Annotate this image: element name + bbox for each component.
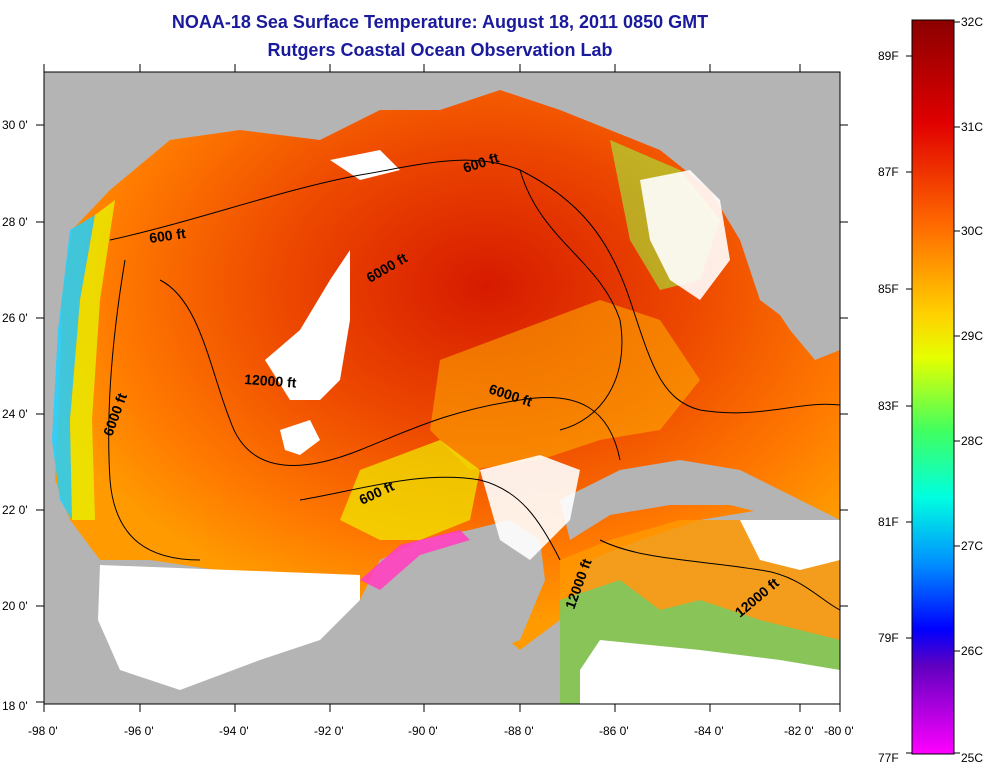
lat-tick-label: 26 0'	[2, 311, 28, 325]
lat-tick-label: 24 0'	[2, 407, 28, 421]
colorbar-f-label: 79F	[878, 631, 899, 645]
lat-tick-label: 22 0'	[2, 503, 28, 517]
cloud-central-west	[265, 250, 350, 400]
eastern-gulf-mixed	[430, 300, 700, 470]
lon-tick-label: -90 0'	[408, 724, 438, 738]
cloud-central-small	[280, 420, 320, 455]
cloud-east	[640, 170, 730, 300]
lon-tick-label: -88 0'	[504, 724, 534, 738]
cloud-yucatan-channel	[480, 455, 580, 560]
lon-tick-label: -94 0'	[219, 724, 249, 738]
colorbar-f-label: 85F	[878, 282, 899, 296]
colorbar-c-label: 25C	[961, 751, 983, 765]
lon-tick-label: -96 0'	[124, 724, 154, 738]
map-frame	[43, 71, 841, 705]
map-title: NOAA-18 Sea Surface Temperature: August …	[171, 12, 709, 32]
cloud-northwest-bay	[330, 150, 400, 180]
contour-label: 12000 ft	[244, 371, 297, 391]
colorbar-f-label: 81F	[878, 515, 899, 529]
yucatan-land	[380, 520, 545, 660]
colorbar-c-label: 26C	[961, 644, 983, 658]
lat-tick-label: 18 0'	[2, 699, 28, 713]
yucatan-upwelling	[360, 530, 470, 590]
colorbar-c-label: 28C	[961, 434, 983, 448]
colorbar-c-label: 31C	[961, 120, 983, 134]
cloud-caribbean	[580, 640, 840, 704]
colorbar-f-label: 89F	[878, 49, 899, 63]
lat-tick-label: 30 0'	[2, 118, 28, 132]
colorbar	[911, 19, 955, 755]
lat-tick-label: 20 0'	[2, 599, 28, 613]
contour-label: 600 ft	[148, 225, 187, 246]
tick-marks	[36, 64, 848, 712]
west-coastal-yellow-band	[70, 200, 115, 520]
lon-tick-label: -82 0'	[784, 724, 814, 738]
west-coastal-cool-band	[52, 215, 95, 520]
map-subtitle: Rutgers Coastal Ocean Observation Lab	[267, 40, 613, 60]
colorbar-f-label: 83F	[878, 399, 899, 413]
colorbar-c-label: 32C	[961, 15, 983, 29]
southern-yellow-patch	[340, 440, 480, 540]
cloud-southwest	[98, 565, 360, 690]
colorbar-c-label: 30C	[961, 224, 983, 238]
bathymetry-contours	[108, 159, 840, 611]
cuba-land	[560, 460, 840, 540]
colorbar-ticks	[906, 21, 960, 754]
lat-tick-label: 28 0'	[2, 215, 28, 229]
lon-tick-label: -92 0'	[314, 724, 344, 738]
colorbar-f-label: 77F	[878, 751, 899, 765]
lon-tick-label: -80 0'	[824, 724, 854, 738]
cloud-bottom-right	[740, 520, 840, 570]
lon-tick-label: -86 0'	[599, 724, 629, 738]
lon-tick-label: -84 0'	[694, 724, 724, 738]
lon-tick-label: -98 0'	[28, 724, 58, 738]
colorbar-c-label: 29C	[961, 329, 983, 343]
florida-land	[700, 72, 840, 360]
colorbar-c-label: 27C	[961, 539, 983, 553]
colorbar-f-label: 87F	[878, 165, 899, 179]
